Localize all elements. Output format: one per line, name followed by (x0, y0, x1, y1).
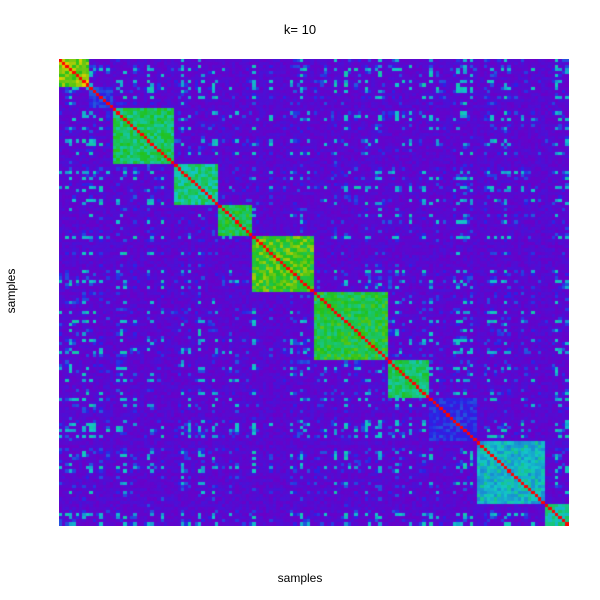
consensus-heatmap (59, 59, 569, 526)
x-axis-label: samples (277, 571, 323, 585)
chart-title: k= 10 (283, 22, 317, 37)
heatmap-plot-area (59, 59, 569, 526)
y-axis-label: samples (4, 268, 18, 314)
